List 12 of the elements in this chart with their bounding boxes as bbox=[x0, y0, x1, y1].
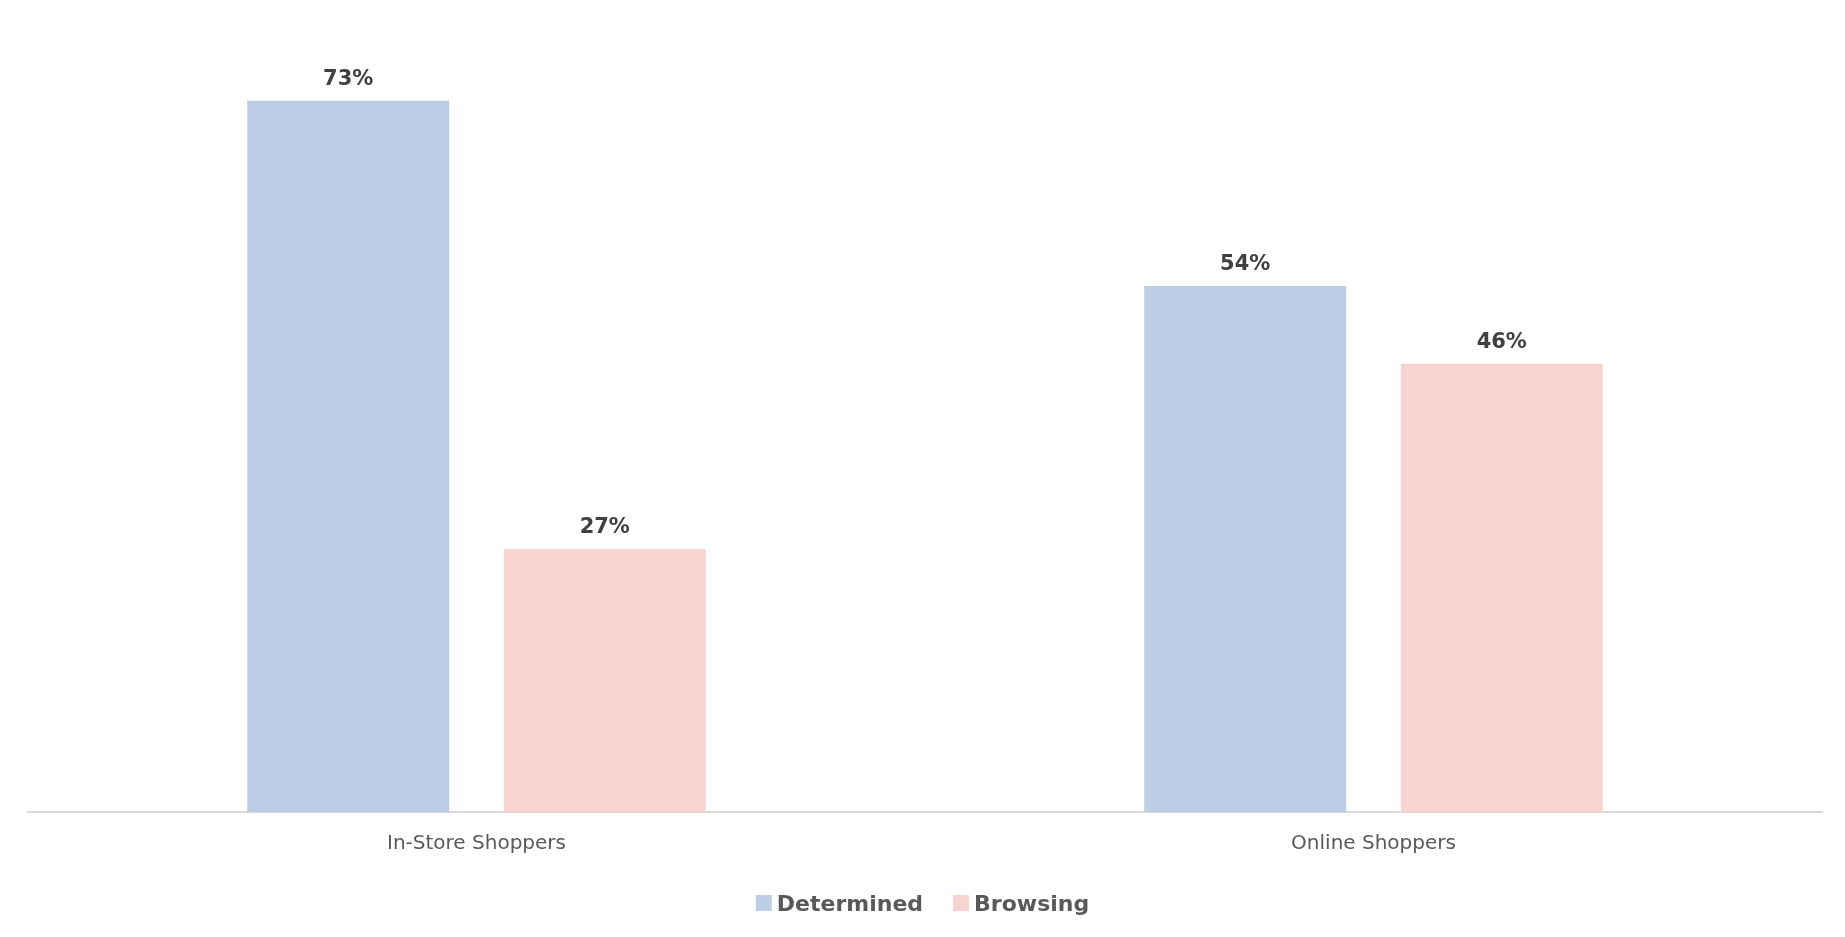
x-tick-label: Online Shoppers bbox=[1291, 830, 1456, 854]
bar bbox=[247, 100, 450, 812]
data-label: 27% bbox=[579, 514, 630, 539]
legend-label: Determined bbox=[776, 890, 924, 916]
data-label: 46% bbox=[1476, 329, 1527, 354]
bar bbox=[503, 548, 706, 812]
data-label: 54% bbox=[1220, 251, 1271, 276]
data-label: 73% bbox=[323, 66, 374, 91]
bar bbox=[1144, 285, 1347, 812]
bar bbox=[1400, 363, 1603, 812]
x-tick-label: In-Store Shoppers bbox=[387, 830, 566, 854]
legend-label: Browsing bbox=[974, 890, 1090, 916]
